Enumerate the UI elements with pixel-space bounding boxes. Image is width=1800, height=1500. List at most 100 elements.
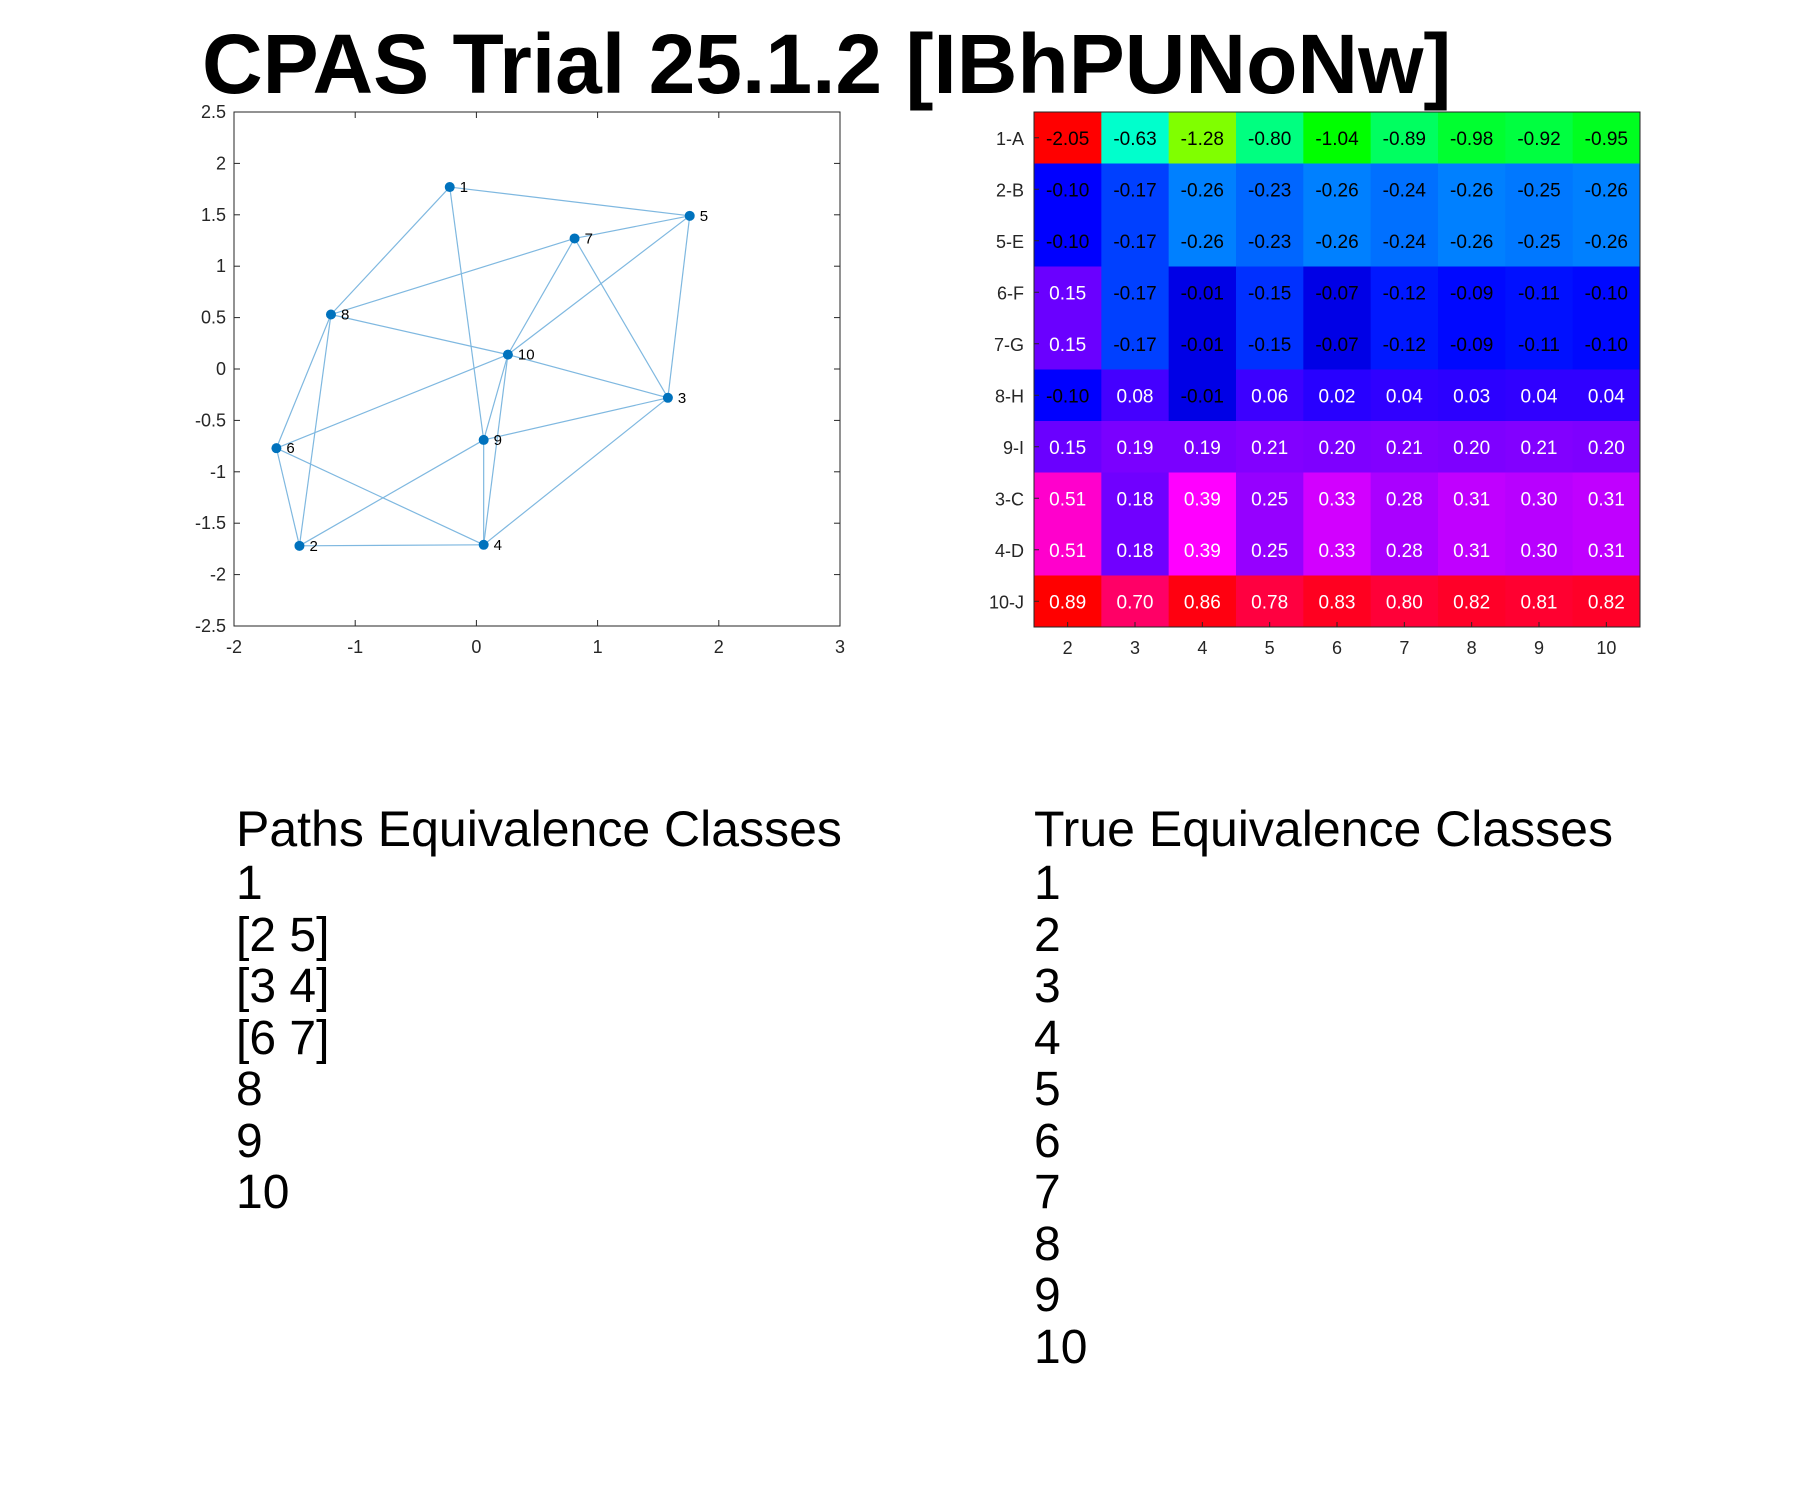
- heatmap-cell: [1236, 112, 1304, 164]
- heatmap-cell: [1370, 369, 1439, 422]
- heatmap-cell-value: -0.26: [1585, 232, 1628, 253]
- node-label: 2: [309, 538, 317, 555]
- heatmap-cell-value: 0.33: [1319, 489, 1356, 510]
- heatmap-cell: [1438, 215, 1506, 267]
- heatmap-cell-value: 0.20: [1453, 438, 1490, 459]
- heatmap-cell-value: 0.51: [1049, 541, 1086, 562]
- heatmap-cell: [1438, 163, 1506, 216]
- node-label: 4: [494, 537, 502, 554]
- heatmap-cell: [1572, 472, 1641, 525]
- heatmap-cell-value: -0.92: [1517, 129, 1560, 150]
- heatmap-cell-value: -0.12: [1383, 283, 1426, 304]
- heatmap-cell-value: 0.31: [1453, 541, 1490, 562]
- heatmap-cell-value: -0.01: [1181, 283, 1224, 304]
- heatmap-cell-value: 0.20: [1588, 438, 1625, 459]
- y-tick-label: -1: [210, 462, 226, 482]
- heatmap-cell-value: -0.23: [1248, 180, 1291, 201]
- y-tick-label: -1.5: [195, 513, 226, 533]
- heatmap-cell: [1572, 524, 1641, 576]
- heatmap-cell-value: -0.89: [1383, 129, 1426, 150]
- heatmap-cell-value: 0.81: [1521, 592, 1558, 613]
- heatmap-cell-value: -0.23: [1248, 232, 1291, 253]
- paths-equivalence-classes: Paths Equivalence Classes 1 [2 5] [3 4] [6 …: [236, 800, 842, 1219]
- heatmap-cell: [1303, 318, 1372, 370]
- heatmap-cell: [1572, 266, 1641, 319]
- heatmap-cell: [1438, 472, 1506, 525]
- graph-edge: [483, 397, 669, 546]
- heatmap-cell-value: 0.02: [1319, 386, 1356, 407]
- heatmap-cell: [1505, 575, 1574, 628]
- graph-edge: [483, 354, 509, 441]
- heatmap-cell-value: 0.18: [1117, 541, 1154, 562]
- heatmap-y-tick-label: 6-F: [997, 283, 1024, 303]
- paths-class-item: [6 7]: [236, 1011, 330, 1065]
- true-class-item: 4: [1034, 1011, 1061, 1065]
- heatmap-cell: [1101, 215, 1170, 267]
- heatmap-cell-value: 0.15: [1049, 438, 1086, 459]
- heatmap-cell: [1370, 575, 1439, 628]
- heatmap-cell: [1505, 215, 1574, 267]
- graph-node: [294, 540, 305, 551]
- heatmap-cell: [1370, 112, 1439, 164]
- heatmap-cell: [1438, 369, 1506, 422]
- heatmap-cell: [1236, 318, 1304, 370]
- heatmap-cell: [1370, 215, 1439, 267]
- heatmap-cell: [1438, 318, 1506, 370]
- heatmap-cell-value: -0.01: [1181, 386, 1224, 407]
- heatmap-cell: [1438, 524, 1506, 576]
- heatmap-cell: [1438, 266, 1506, 319]
- paths-class-item: 1: [236, 857, 263, 910]
- node-label: 9: [494, 432, 502, 449]
- heatmap-cell-value: -0.24: [1383, 232, 1427, 253]
- y-tick-label: 2.5: [201, 102, 226, 122]
- heatmap-cell: [1168, 266, 1237, 319]
- node-label: 1: [460, 179, 468, 196]
- heatmap-x-tick-label: 4: [1197, 638, 1207, 658]
- heatmap-cell-value: 0.04: [1521, 386, 1558, 407]
- heatmap-cell: [1168, 472, 1237, 525]
- heatmap-cell: [1101, 575, 1170, 628]
- graph-node: [569, 233, 580, 244]
- heatmap-cell-value: 0.39: [1184, 541, 1221, 562]
- graph-edge: [276, 354, 509, 449]
- heatmap-cell-value: -0.95: [1585, 129, 1628, 150]
- heatmap-cell-value: 0.21: [1251, 438, 1288, 459]
- heatmap-cell-value: -0.17: [1113, 232, 1156, 253]
- heatmap-cell-value: -0.10: [1585, 335, 1628, 356]
- heatmap-cell: [1168, 369, 1237, 422]
- heatmap-cell: [1034, 215, 1102, 267]
- heatmap-cell: [1101, 524, 1170, 576]
- heatmap-cell: [1101, 421, 1170, 473]
- true-class-item: 7: [1034, 1166, 1061, 1219]
- heatmap-cell-value: -0.15: [1248, 283, 1291, 304]
- heatmap-cell-value: 0.19: [1117, 438, 1154, 459]
- heatmap-cell-value: -0.26: [1450, 180, 1493, 201]
- heatmap-cell: [1034, 472, 1102, 525]
- node-label: 6: [286, 440, 294, 457]
- heatmap-cell: [1370, 318, 1439, 370]
- graph-edge: [299, 544, 484, 547]
- heatmap-cell: [1236, 369, 1304, 422]
- graph-edge: [507, 354, 669, 399]
- graph-edge: [276, 447, 484, 546]
- heatmap-cell: [1572, 112, 1641, 164]
- heatmap-cell: [1505, 369, 1574, 422]
- x-tick-label: -2: [226, 637, 242, 657]
- heatmap-cell-value: 0.83: [1319, 592, 1356, 613]
- heatmap-cell-value: -0.01: [1181, 335, 1224, 356]
- graph-edge: [507, 238, 576, 355]
- graph-edge: [275, 448, 301, 546]
- heatmap-cell: [1168, 318, 1237, 370]
- heatmap-cell: [1168, 421, 1237, 473]
- heatmap-cell: [1572, 421, 1641, 473]
- heatmap-y-tick-label: 5-E: [996, 232, 1024, 252]
- heatmap-x-tick-label: 2: [1063, 638, 1073, 658]
- heatmap-cell-value: 0.28: [1386, 541, 1423, 562]
- heatmap-y-tick-label: 8-H: [995, 386, 1024, 406]
- graph-node: [662, 392, 673, 403]
- heatmap-x-tick-label: 5: [1265, 638, 1275, 658]
- heatmap-cell: [1168, 215, 1237, 267]
- heatmap-cell-value: 0.82: [1588, 592, 1625, 613]
- graph-node: [325, 309, 336, 320]
- heatmap-cell: [1370, 163, 1439, 216]
